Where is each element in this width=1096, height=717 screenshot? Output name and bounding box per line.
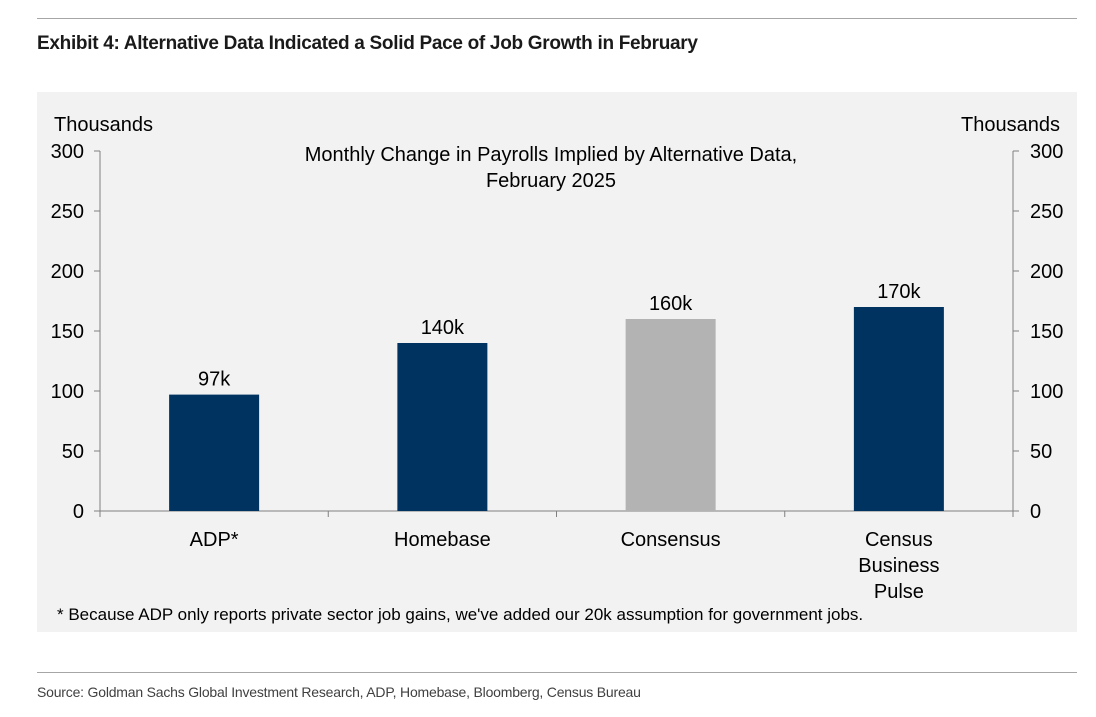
y-tick-label-right: 0 [1030,501,1041,523]
bar [625,319,716,511]
y-tick-label-right: 150 [1030,321,1063,343]
source-note: Source: Goldman Sachs Global Investment … [37,684,641,700]
x-tick-label: Pulse [874,581,924,603]
bar [397,343,488,511]
bar-data-label: 97k [198,369,231,391]
y-tick-label-left: 50 [62,441,84,463]
exhibit-title: Exhibit 4: Alternative Data Indicated a … [37,33,698,54]
y-tick-label-right: 50 [1030,441,1052,463]
bar-data-label: 170k [877,281,921,303]
top-rule [37,18,1077,19]
y-tick-label-left: 0 [73,501,84,523]
bar [169,394,260,511]
y-tick-label-left: 200 [51,261,84,283]
x-tick-label: Consensus [621,529,721,551]
y-tick-label-right: 200 [1030,261,1063,283]
x-tick-label: ADP* [190,529,239,551]
chart-title-line: Monthly Change in Payrolls Implied by Al… [305,144,797,166]
y-axis-label-left: Thousands [54,114,153,136]
y-axis-label-right: Thousands [961,114,1060,136]
y-tick-label-left: 250 [51,201,84,223]
bar-data-label: 140k [421,317,465,339]
y-tick-label-right: 250 [1030,201,1063,223]
y-tick-label-right: 100 [1030,381,1063,403]
bar-data-label: 160k [649,293,693,315]
y-tick-label-left: 100 [51,381,84,403]
y-tick-label-right: 300 [1030,141,1063,163]
x-tick-label: Census [865,529,933,551]
bar [853,307,944,511]
chart-footnote: * Because ADP only reports private secto… [57,605,863,624]
x-tick-label: Homebase [394,529,491,551]
y-tick-label-left: 150 [51,321,84,343]
chart-title-line: February 2025 [486,170,616,192]
y-tick-label-left: 300 [51,141,84,163]
bottom-rule [37,672,1077,673]
x-tick-label: Business [858,555,939,577]
